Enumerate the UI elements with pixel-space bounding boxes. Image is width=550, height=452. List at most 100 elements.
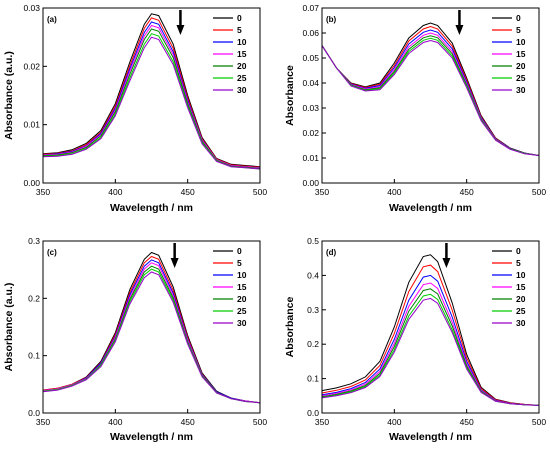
y-tick-label: 0.0 [307,408,319,418]
legend-label: 5 [237,25,242,35]
legend-label: 25 [516,306,526,316]
y-tick-label: 0.3 [28,236,40,246]
y-axis-label: Absorbance [284,65,296,126]
y-tick-label: 0.06 [302,28,319,38]
chart-panel: 350 400 450 500 0.00 0.01 0.02 0.03 0.04 0.05 0.06… [284,3,546,214]
y-tick-label: 0.00 [23,178,40,188]
legend-label: 5 [516,25,521,35]
x-tick-label: 500 [253,187,267,197]
y-tick-label: 0.1 [307,374,319,384]
series-line [42,28,261,169]
series-line [321,39,540,156]
y-axis-label: Absorbance (a.u.) [3,51,15,140]
x-tick-label: 500 [532,417,546,427]
x-tick-label: 450 [181,187,195,197]
series-line [42,36,261,170]
legend-label: 15 [516,49,526,59]
y-tick-label: 0.07 [302,3,319,13]
x-tick-label: 350 [36,417,50,427]
plot-frame [42,7,261,184]
legend-label: 0 [516,13,521,23]
plot-frame [321,7,540,184]
series-line [42,259,261,404]
trend-arrow-head [170,258,179,268]
x-tick-label: 400 [108,187,122,197]
y-tick-label: 0.1 [28,351,40,361]
panel-label: (a) [47,15,57,24]
series-line [42,17,261,168]
y-tick-label: 0.3 [307,305,319,315]
series-line [42,24,261,169]
y-tick-label: 0.5 [307,236,319,246]
series-line [321,22,540,156]
series-line [321,254,540,406]
y-tick-label: 0.02 [23,61,40,71]
y-axis-label: Absorbance [284,297,296,358]
x-tick-label: 500 [253,417,267,427]
series-line [321,32,540,156]
y-tick-label: 0.0 [28,408,40,418]
x-tick-label: 400 [108,417,122,427]
y-tick-label: 0.00 [302,178,319,188]
chart-panel: 350 400 450 500 0.00 0.01 0.02 0.03 Wavelength /… [3,3,267,214]
legend-label: 5 [237,258,242,268]
x-tick-label: 400 [387,417,401,427]
y-tick-label: 0.04 [302,78,319,88]
legend-label: 25 [237,73,247,83]
series-line [321,29,540,156]
y-tick-label: 0.2 [307,339,319,349]
x-tick-label: 350 [36,187,50,197]
legend-label: 30 [516,318,526,328]
x-axis-label: Wavelength / nm [110,431,193,443]
legend-label: 10 [516,270,526,280]
y-tick-label: 0.01 [302,153,319,163]
x-axis-label: Wavelength / nm [389,202,472,214]
panel-label: (b) [326,15,337,24]
legend-label: 30 [516,85,526,95]
y-tick-label: 0.2 [28,293,40,303]
legend-label: 15 [516,282,526,292]
series-line [321,264,540,406]
chart-panel: 350 400 450 500 0.0 0.1 0.2 0.3 Wavelength / nm A… [3,236,267,443]
legend-label: 25 [516,73,526,83]
y-tick-label: 0.03 [23,3,40,13]
series-line [42,13,261,168]
y-tick-label: 0.4 [307,270,319,280]
trend-arrow-head [455,25,464,35]
legend-label: 0 [237,13,242,23]
x-tick-label: 350 [315,417,329,427]
legend-label: 20 [237,294,247,304]
legend-label: 20 [516,294,526,304]
x-tick-label: 450 [460,187,474,197]
legend-label: 15 [237,49,247,59]
trend-arrow-head [442,258,451,268]
plot-frame [321,240,540,414]
panel-label: (d) [326,248,337,257]
legend-label: 20 [237,61,247,71]
legend-label: 20 [516,61,526,71]
panel-label: (c) [47,248,57,257]
chart-panel: 350 400 450 500 0.0 0.1 0.2 0.3 0.4 0.5 Wavelength… [284,236,546,443]
series-line [321,297,540,406]
y-tick-label: 0.02 [302,128,319,138]
y-axis-label: Absorbance (a.u.) [3,283,15,372]
series-line [321,37,540,156]
legend-label: 30 [237,318,247,328]
plot-frame [42,240,261,414]
y-tick-label: 0.03 [302,103,319,113]
x-tick-label: 450 [460,417,474,427]
legend-label: 30 [237,85,247,95]
legend-label: 0 [237,246,242,256]
series-line [42,255,261,404]
series-line [42,21,261,169]
y-tick-label: 0.05 [302,53,319,63]
trend-arrow-head [176,25,185,35]
x-tick-label: 350 [315,187,329,197]
legend-label: 10 [237,37,247,47]
x-axis-label: Wavelength / nm [389,431,472,443]
legend-label: 25 [237,306,247,316]
series-line [42,271,261,404]
y-tick-label: 0.01 [23,120,40,130]
series-line [321,288,540,406]
